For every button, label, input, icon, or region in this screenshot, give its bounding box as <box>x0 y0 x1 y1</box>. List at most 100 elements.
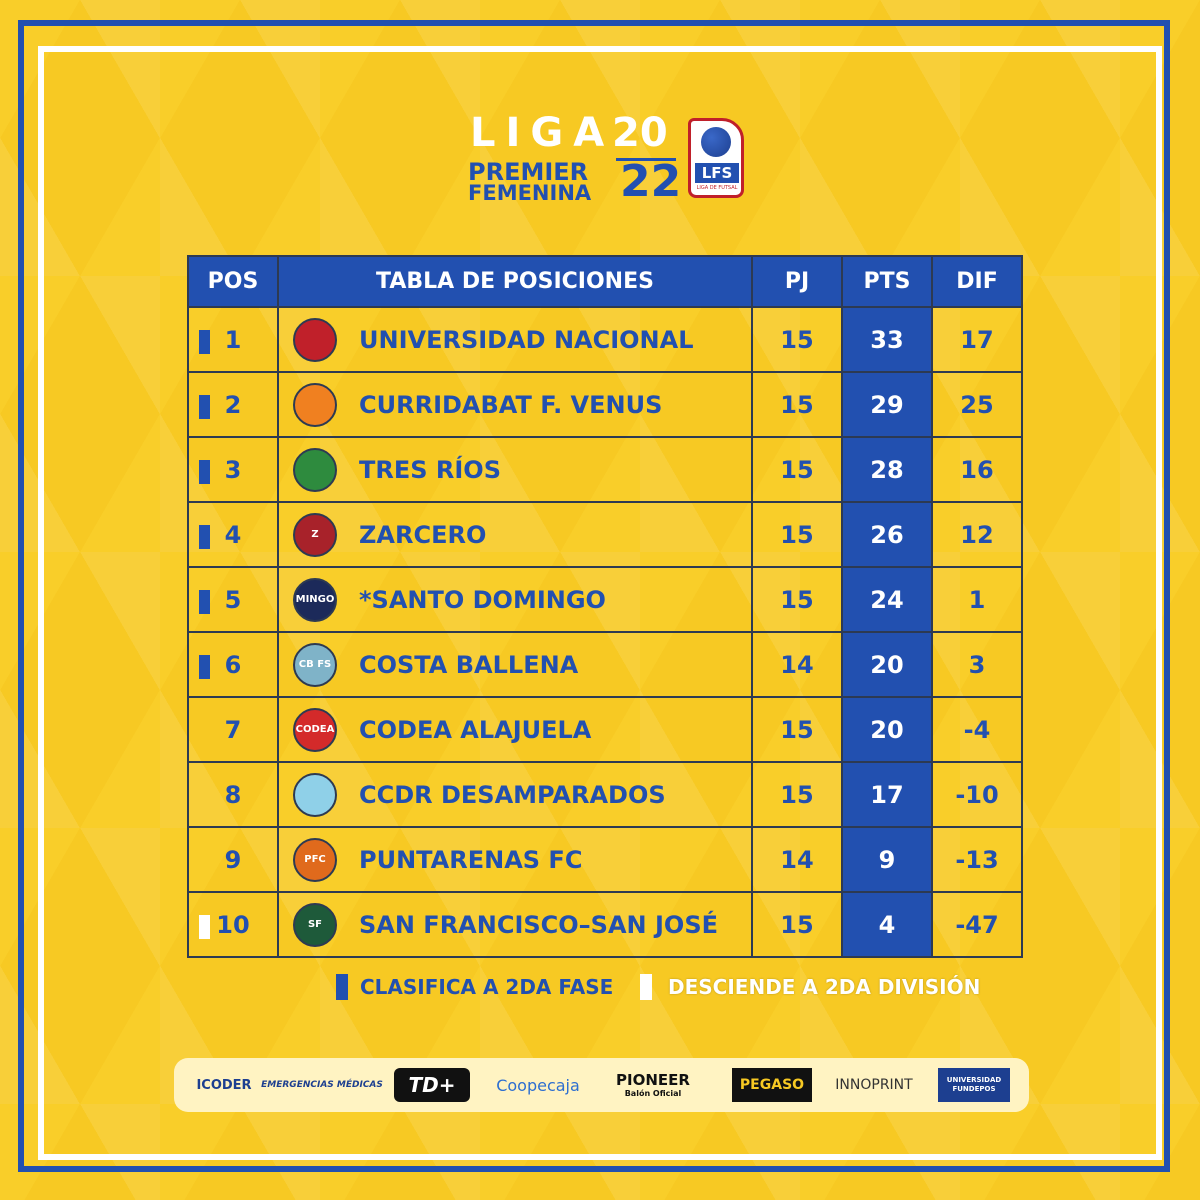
header-dif: DIF <box>931 255 1023 308</box>
pj-cell: 14 <box>751 826 843 893</box>
sponsor-emergencias-text: EMERGENCIAS MÉDICAS <box>261 1080 383 1090</box>
sponsor-pioneer-logo: PIONEER Balón Oficial <box>598 1068 708 1102</box>
pts-cell: 26 <box>841 501 933 568</box>
team-name: UNIVERSIDAD NACIONAL <box>359 325 694 354</box>
logo-year-top: 20 <box>612 110 668 156</box>
sponsor-pegaso-text: PEGASO <box>739 1077 805 1093</box>
header-pts: PTS <box>841 255 933 308</box>
crest-label: Z <box>311 529 319 540</box>
pos-value: 8 <box>224 780 242 809</box>
team-cell: TRES RÍOS <box>277 436 753 503</box>
team-crest-icon <box>293 317 337 362</box>
table-row: 10 SF SAN FRANCISCO–SAN JOSÉ 15 4 -47 <box>187 891 1023 958</box>
team-cell: UNIVERSIDAD NACIONAL <box>277 306 753 373</box>
crest-label: PFC <box>304 854 326 865</box>
team-cell: CB FS COSTA BALLENA <box>277 631 753 698</box>
pj-cell: 15 <box>751 696 843 763</box>
pj-cell: 15 <box>751 566 843 633</box>
pts-cell: 4 <box>841 891 933 958</box>
pts-cell: 33 <box>841 306 933 373</box>
table-row: 4 Z ZARCERO 15 26 12 <box>187 501 1023 568</box>
table-header-row: POS TABLA DE POSICIONES PJ PTS DIF <box>187 255 1023 308</box>
sponsor-innoprint-text: INNOPRINT <box>835 1077 913 1093</box>
team-cell: CURRIDABAT F. VENUS <box>277 371 753 438</box>
pos-value: 4 <box>224 520 242 549</box>
sponsor-pioneer-text: PIONEER <box>616 1070 690 1089</box>
pos-cell: 8 <box>187 761 279 828</box>
logo-year-bottom: 22 <box>620 156 682 207</box>
sponsor-icoder-text: ICODER <box>196 1077 252 1093</box>
pos-cell: 4 <box>187 501 279 568</box>
team-name: TRES RÍOS <box>359 455 501 484</box>
pos-value: 7 <box>224 715 242 744</box>
table-row: 3 TRES RÍOS 15 28 16 <box>187 436 1023 503</box>
status-marker <box>199 330 210 354</box>
sponsor-bar: ICODER EMERGENCIAS MÉDICAS TD+ Coopecaja… <box>174 1058 1029 1112</box>
table-row: 8 CCDR DESAMPARADOS 15 17 -10 <box>187 761 1023 828</box>
sponsor-emergencias-logo: EMERGENCIAS MÉDICAS <box>261 1068 383 1102</box>
sponsor-pegaso-logo: PEGASO <box>732 1068 812 1102</box>
pj-cell: 15 <box>751 761 843 828</box>
pos-cell: 5 <box>187 566 279 633</box>
status-marker <box>199 655 210 679</box>
lfs-badge-logo: LFS LIGA DE FUTSAL <box>688 118 744 198</box>
team-name: CODEA ALAJUELA <box>359 715 592 744</box>
table-row: 2 CURRIDABAT F. VENUS 15 29 25 <box>187 371 1023 438</box>
legend-relegate-text: DESCIENDE A 2DA DIVISIÓN <box>668 975 981 999</box>
dif-cell: 25 <box>931 371 1023 438</box>
logo-femenina-text: FEMENINA <box>468 181 592 205</box>
pts-cell: 20 <box>841 631 933 698</box>
standings-table: POS TABLA DE POSICIONES PJ PTS DIF 1 UNI… <box>187 255 1023 958</box>
pts-cell: 29 <box>841 371 933 438</box>
team-crest-icon: CB FS <box>293 642 337 687</box>
pts-cell: 28 <box>841 436 933 503</box>
team-cell: PFC PUNTARENAS FC <box>277 826 753 893</box>
table-row: 6 CB FS COSTA BALLENA 14 20 3 <box>187 631 1023 698</box>
pos-value: 3 <box>224 455 242 484</box>
team-name: CCDR DESAMPARADOS <box>359 780 666 809</box>
dif-cell: -10 <box>931 761 1023 828</box>
crest-label: MINGO <box>295 594 335 605</box>
legend-qualify-text: CLASIFICA A 2DA FASE <box>360 975 614 999</box>
dif-cell: -4 <box>931 696 1023 763</box>
team-crest-icon <box>293 382 337 427</box>
pj-cell: 15 <box>751 371 843 438</box>
pts-cell: 9 <box>841 826 933 893</box>
dif-cell: 17 <box>931 306 1023 373</box>
table-row: 9 PFC PUNTARENAS FC 14 9 -13 <box>187 826 1023 893</box>
logo-premier-text: PREMIER <box>468 158 589 186</box>
pts-cell: 17 <box>841 761 933 828</box>
team-crest-icon <box>293 447 337 492</box>
pos-cell: 6 <box>187 631 279 698</box>
pos-value: 10 <box>216 910 250 939</box>
sponsor-icoder-logo: ICODER <box>194 1068 254 1102</box>
status-marker <box>199 395 210 419</box>
sponsor-innoprint-logo: INNOPRINT <box>822 1068 926 1102</box>
status-marker <box>199 525 210 549</box>
team-cell: MINGO *SANTO DOMINGO <box>277 566 753 633</box>
team-crest-icon: PFC <box>293 837 337 882</box>
crest-label: CB FS <box>298 659 332 670</box>
pos-value: 9 <box>224 845 242 874</box>
pts-cell: 20 <box>841 696 933 763</box>
sponsor-fundepos-logo: UNIVERSIDAD FUNDEPOS <box>938 1068 1010 1102</box>
team-name: COSTA BALLENA <box>359 650 579 679</box>
dif-cell: 3 <box>931 631 1023 698</box>
pos-value: 6 <box>224 650 242 679</box>
legend-relegate-marker <box>640 974 652 1000</box>
crest-label: SF <box>307 919 323 930</box>
pos-cell: 9 <box>187 826 279 893</box>
logo-liga-text: LIGA <box>470 110 615 156</box>
team-crest-icon: CODEA <box>293 707 337 752</box>
header-pj: PJ <box>751 255 843 308</box>
team-name: CURRIDABAT F. VENUS <box>359 390 663 419</box>
pj-cell: 15 <box>751 501 843 568</box>
team-cell: CODEA CODEA ALAJUELA <box>277 696 753 763</box>
team-name: ZARCERO <box>359 520 487 549</box>
header-title: TABLA DE POSICIONES <box>277 255 753 308</box>
team-cell: Z ZARCERO <box>277 501 753 568</box>
table-row: 7 CODEA CODEA ALAJUELA 15 20 -4 <box>187 696 1023 763</box>
lfs-badge-text: LFS <box>695 163 739 183</box>
sponsor-coopecaja-text: Coopecaja <box>496 1075 580 1095</box>
team-crest-icon: Z <box>293 512 337 557</box>
